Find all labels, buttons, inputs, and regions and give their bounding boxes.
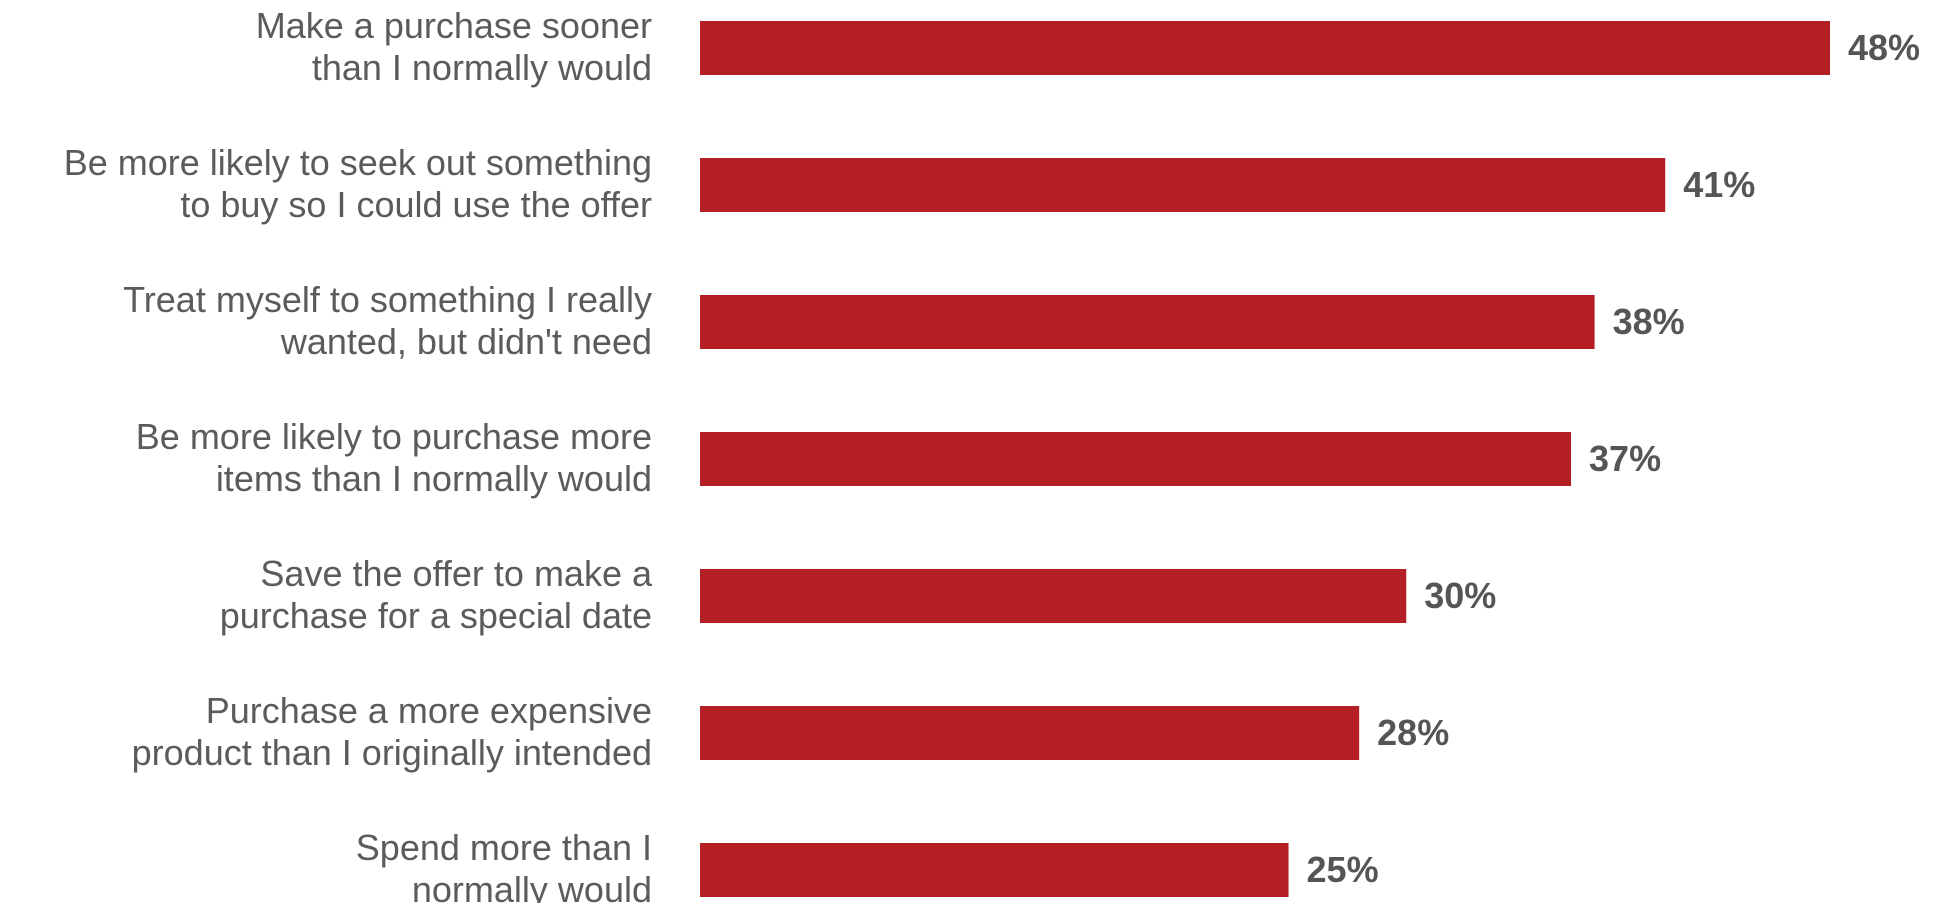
category-label-line: items than I normally would <box>216 458 652 499</box>
category-label-line: product than I originally intended <box>132 732 652 773</box>
value-label-3: 38% <box>1613 301 1685 342</box>
bar-3 <box>700 295 1595 349</box>
bar-1 <box>700 21 1830 75</box>
category-label-line: normally would <box>412 869 652 903</box>
category-label-6: Purchase a more expensive product than I … <box>132 690 652 773</box>
category-label-line: Be more likely to seek out something <box>64 142 652 183</box>
bar-4 <box>700 432 1572 486</box>
category-label-line: purchase for a special date <box>220 595 652 636</box>
category-label-line: Spend more than I <box>356 827 652 868</box>
category-label-line: to buy so I could use the offer <box>180 184 652 225</box>
category-label-2: Be more likely to seek out something to b… <box>64 142 652 225</box>
bar-5 <box>700 569 1407 623</box>
bar-7 <box>700 843 1289 897</box>
bar-6 <box>700 706 1360 760</box>
category-label-line: Treat myself to something I really <box>123 279 652 320</box>
category-label-line: Purchase a more expensive <box>206 690 652 731</box>
bar-2 <box>700 158 1666 212</box>
category-label-5: Save the offer to make a purchase for a s… <box>220 553 653 636</box>
category-label-line: Be more likely to purchase more <box>136 416 652 457</box>
value-label-7: 25% <box>1307 849 1379 890</box>
value-label-4: 37% <box>1589 438 1661 479</box>
value-label-2: 41% <box>1683 164 1755 205</box>
category-label-1: Make a purchase sooner than I normally wo… <box>256 5 652 88</box>
category-label-3: Treat myself to something I really wanted… <box>123 279 652 362</box>
value-label-1: 48% <box>1848 27 1920 68</box>
category-label-line: Make a purchase sooner <box>256 5 652 46</box>
category-label-line: Save the offer to make a <box>260 553 653 594</box>
category-label-4: Be more likely to purchase more items tha… <box>136 416 652 499</box>
category-label-line: wanted, but didn't need <box>280 321 652 362</box>
category-label-line: than I normally would <box>312 47 652 88</box>
value-label-5: 30% <box>1424 575 1496 616</box>
value-label-6: 28% <box>1377 712 1449 753</box>
